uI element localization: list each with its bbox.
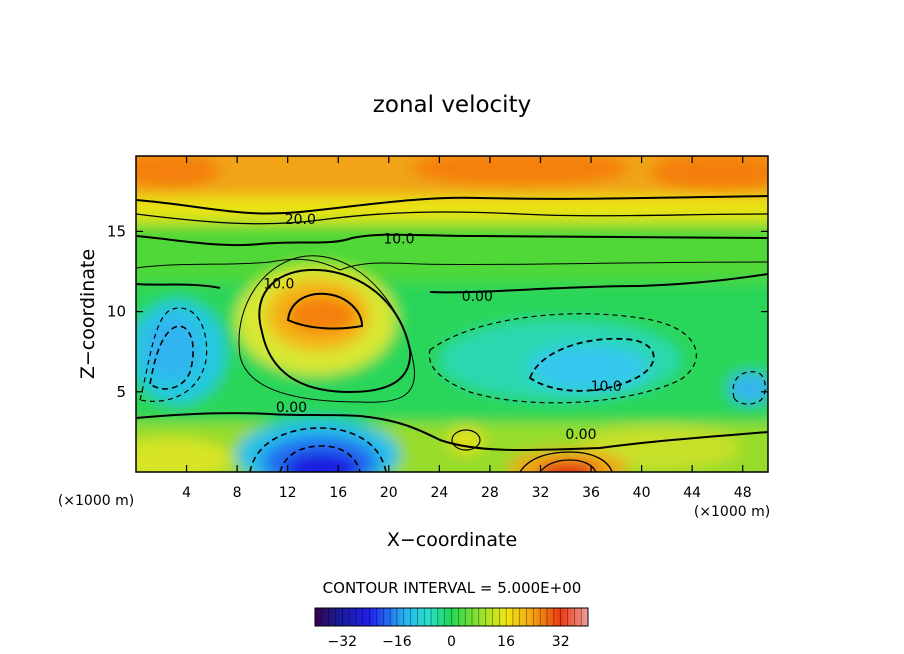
- contour-label: 20.0: [285, 212, 316, 228]
- x-axis-label: X−coordinate: [387, 529, 517, 551]
- colorbar-tick-label: −16: [382, 634, 412, 650]
- y-tick-label: 5: [116, 383, 126, 401]
- contour-label: 0.00: [565, 427, 596, 443]
- contour-15: [136, 211, 768, 225]
- x-tick-label: 36: [582, 485, 600, 501]
- y-axis-label: Z−coordinate: [77, 249, 99, 379]
- contour-10: [136, 233, 768, 247]
- contour-neg5-left: [139, 307, 208, 402]
- x-tick-label: 28: [481, 485, 499, 501]
- contour-neg-bottom: [249, 427, 387, 472]
- x-tick-label: 40: [633, 485, 651, 501]
- x-tick-label: 24: [430, 485, 448, 501]
- contour-20: [136, 195, 768, 215]
- y-tick-label: 10: [107, 303, 126, 321]
- colorbar-tick-label: 0: [447, 634, 456, 650]
- contour-5-loop: [238, 255, 416, 403]
- contour-0-upper: [136, 273, 768, 294]
- chart-title: zonal velocity: [373, 92, 531, 118]
- x-unit-left: (×1000 m): [58, 493, 134, 509]
- x-tick-label: 48: [734, 485, 752, 501]
- y-tick-label: 15: [107, 222, 126, 240]
- contour-label: 10.0: [383, 231, 414, 247]
- contour-interval-label: CONTOUR INTERVAL = 5.000E+00: [323, 579, 582, 597]
- colorbar-tick-label: 32: [552, 634, 570, 650]
- heatmap-field: 20.0 10.0 10.0 0.00 0.00 10.0 0.00: [136, 156, 768, 472]
- x-tick-label: 12: [279, 485, 297, 501]
- contour-small-loop: [451, 429, 481, 451]
- x-tick-label: 4: [182, 485, 191, 501]
- contour-neg20-bottom: [279, 445, 361, 472]
- contour-10-loop: [258, 268, 412, 394]
- plot-frame: [135, 155, 769, 473]
- contour-label: 0.00: [462, 289, 493, 305]
- colorbar-tick-label: 16: [497, 634, 515, 650]
- contour-5: [136, 258, 768, 271]
- contour-label: 10.0: [263, 276, 294, 292]
- contour-20-loop: [286, 292, 364, 330]
- contour-neg-right-edge: [732, 371, 766, 405]
- colorbar-tick-label: −32: [328, 634, 358, 650]
- x-tick-label: 16: [329, 485, 347, 501]
- contour-label: 0.00: [276, 400, 307, 416]
- x-tick-label: 44: [683, 485, 701, 501]
- contour-pos-red: [519, 451, 613, 472]
- contour-neg10-right: [528, 337, 655, 392]
- contour-neg10-left: [149, 325, 194, 390]
- x-tick-label: 20: [380, 485, 398, 501]
- contour-label: 10.0: [591, 379, 622, 395]
- x-unit-right: (×1000 m): [694, 504, 770, 520]
- contour-0-lower: [136, 412, 768, 452]
- contour-neg5-right: [428, 313, 697, 404]
- x-tick-label: 32: [532, 485, 550, 501]
- x-tick-label: 8: [233, 485, 242, 501]
